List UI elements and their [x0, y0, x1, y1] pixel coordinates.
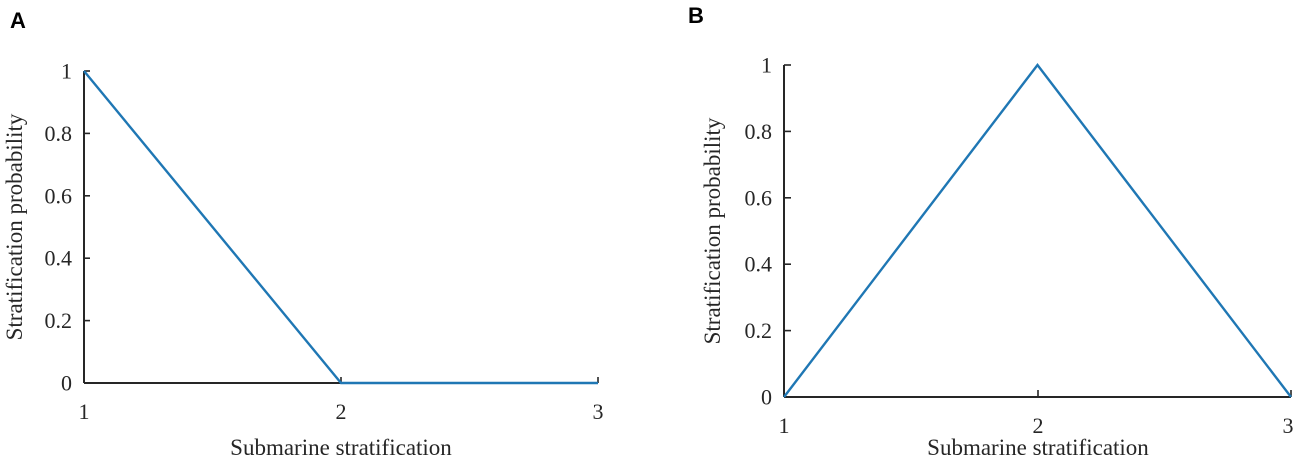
- panel-b-ticks: [783, 64, 1292, 398]
- panel-b: B 1 2 3 0 0.2 0.4 0.6 0.8 1 Submarine s: [688, 3, 1294, 460]
- panel-a-x-tick-labels: 1 2 3: [79, 399, 604, 424]
- panel-a-y-tick-label-3: 0.6: [45, 183, 73, 208]
- panel-a-x-axis-title: Submarine stratification: [230, 435, 452, 460]
- panel-b-series-line-0: [783, 63, 1292, 398]
- panel-a-y-tick-labels: 0 0.2 0.4 0.6 0.8 1: [45, 59, 73, 396]
- panel-b-x-tick-labels: 1 2 3: [779, 413, 1294, 438]
- panel-b-x-axis-title: Submarine stratification: [927, 435, 1149, 460]
- panel-b-y-tick-label-2: 0.4: [745, 252, 773, 277]
- panel-letter-b: B: [688, 3, 704, 28]
- panel-b-series: [783, 63, 1292, 398]
- panel-a-x-tick-label-2: 2: [336, 399, 347, 424]
- panel-a: A 1 2 3 0 0.2 0.4 0.6 0.8 1 Submarine s: [2, 8, 604, 460]
- panel-a-x-tick-label-1: 1: [79, 399, 90, 424]
- panel-a-y-tick-label-5: 1: [61, 59, 72, 84]
- panel-b-x-tick-label-1: 1: [779, 413, 790, 438]
- panel-b-y-tick-label-5: 1: [761, 53, 772, 78]
- panel-b-y-axis-title: Stratification probability: [700, 117, 725, 344]
- panel-b-y-tick-label-1: 0.2: [745, 318, 773, 343]
- panel-b-x-tick-label-2: 2: [1033, 413, 1044, 438]
- panel-a-y-tick-label-0: 0: [61, 371, 72, 396]
- panel-b-x-tick-label-3: 3: [1283, 413, 1294, 438]
- panel-a-series-line-0: [83, 70, 598, 385]
- panel-a-ticks: [83, 70, 599, 384]
- panel-b-y-tick-labels: 0 0.2 0.4 0.6 0.8 1: [745, 53, 773, 410]
- panel-a-series: [83, 70, 598, 385]
- panel-a-y-tick-label-4: 0.8: [45, 121, 73, 146]
- panel-a-y-tick-label-2: 0.4: [45, 246, 73, 271]
- panel-b-y-tick-label-4: 0.8: [745, 119, 773, 144]
- panel-b-y-tick-label-0: 0: [761, 385, 772, 410]
- panel-a-x-tick-label-3: 3: [593, 399, 604, 424]
- panel-a-y-axis-title: Stratification probability: [2, 113, 27, 340]
- panel-a-y-tick-label-1: 0.2: [45, 308, 73, 333]
- panel-letter-a: A: [10, 8, 26, 33]
- panel-b-y-tick-label-3: 0.6: [745, 185, 773, 210]
